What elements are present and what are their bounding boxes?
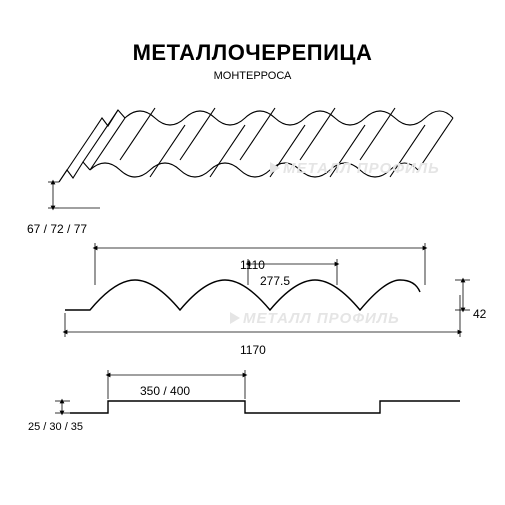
side-profile-diagram bbox=[30, 365, 470, 435]
page-subtitle: МОНТЕРРОСА bbox=[30, 70, 475, 82]
perspective-diagram bbox=[30, 100, 470, 215]
sp-height: 25 / 30 / 35 bbox=[28, 421, 83, 433]
diagram-container: МЕТАЛЛОЧЕРЕПИЦА МОНТЕРРОСА МЕТАЛЛ ПРОФИЛ… bbox=[0, 0, 505, 505]
page-title: МЕТАЛЛОЧЕРЕПИЦА bbox=[30, 40, 475, 66]
cs-pitch: 277.5 bbox=[260, 274, 290, 288]
cs-width-top: 1110 bbox=[240, 258, 265, 272]
cs-height: 42 bbox=[473, 307, 486, 321]
persp-height-label: 67 / 72 / 77 bbox=[27, 222, 87, 236]
sp-length: 350 / 400 bbox=[140, 384, 190, 398]
cs-width-bot: 1170 bbox=[240, 343, 266, 357]
cross-section-diagram bbox=[30, 235, 470, 355]
